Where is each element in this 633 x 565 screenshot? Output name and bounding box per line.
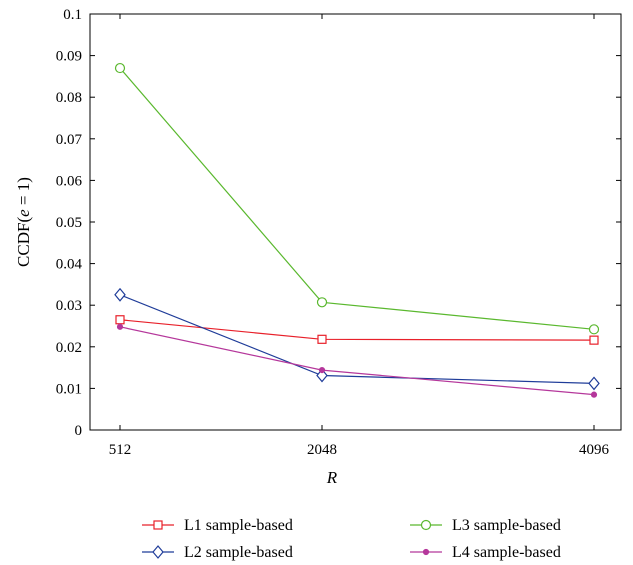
data-point-l1	[589, 335, 599, 345]
y-tick-label: 0.07	[56, 132, 83, 148]
data-point-l1	[317, 334, 327, 344]
series-line-l4	[119, 326, 595, 396]
data-point-l2	[114, 287, 126, 302]
legend-swatch-marker	[152, 545, 164, 559]
y-tick-label: 0.05	[56, 215, 82, 231]
y-tick-label: 0.03	[56, 298, 82, 314]
y-tick-label: 0.01	[56, 381, 82, 397]
y-axis: 0 0.01 0.02 0.03 0.04 0.05 0.06 0.07 0.08 0.09 0.1	[56, 7, 621, 439]
data-point-l2	[588, 376, 600, 391]
legend-label: L4 sample-based	[452, 544, 561, 561]
y-axis-label: CCDF(e = 1)	[14, 177, 33, 267]
series-markers	[114, 62, 600, 398]
y-tick-label: 0.02	[56, 340, 82, 356]
data-point-l4	[116, 323, 124, 330]
y-tick-label: 0	[75, 423, 83, 439]
data-point-l3	[588, 324, 600, 335]
legend: L1 sample-based L2 sample-based L3 sample-…	[142, 517, 561, 561]
x-axis-label: R	[326, 468, 338, 487]
x-tick-label: 2048	[307, 442, 337, 458]
y-tick-label: 0.04	[56, 257, 83, 273]
y-axis-label-suffix: = 1)	[14, 177, 33, 209]
series-line-l3	[119, 67, 595, 330]
legend-label: L2 sample-based	[184, 544, 293, 561]
plot-frame	[89, 13, 622, 431]
x-axis: 512 2048 4096	[109, 14, 610, 458]
legend-label: L3 sample-based	[452, 517, 561, 534]
y-tick-label: 0.08	[56, 90, 82, 106]
series-lines	[119, 67, 595, 396]
data-point-l3	[316, 297, 328, 308]
data-point-l4	[318, 366, 326, 374]
plot-area-border	[89, 13, 622, 431]
legend-swatch-marker	[420, 519, 432, 531]
y-axis-label-variable: e	[14, 209, 33, 217]
x-tick-label: 512	[109, 442, 132, 458]
legend-label: L1 sample-based	[184, 517, 293, 534]
legend-swatch-marker	[422, 548, 430, 556]
data-point-l4	[590, 391, 598, 398]
legend-swatch-marker	[153, 520, 163, 530]
data-point-l3	[114, 62, 126, 74]
data-point-l2	[316, 368, 328, 383]
y-axis-label-prefix: CCDF(	[14, 217, 33, 267]
data-point-l1	[115, 315, 125, 325]
x-tick-label: 4096	[579, 442, 610, 458]
y-tick-label: 0.06	[56, 173, 83, 189]
y-tick-label: 0.09	[56, 49, 82, 65]
y-tick-label: 0.1	[63, 7, 82, 23]
